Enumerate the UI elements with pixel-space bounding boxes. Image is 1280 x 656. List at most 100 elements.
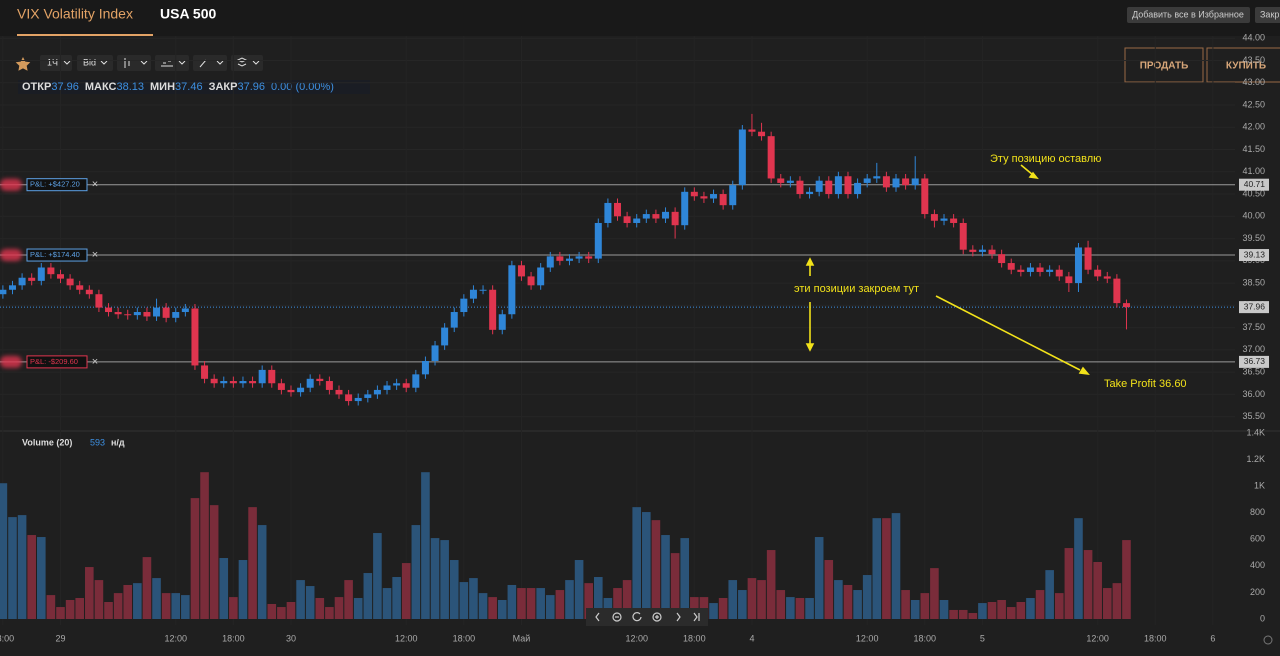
sell-button[interactable] [1124, 47, 1204, 83]
price-marker-label: 39.13 [1244, 249, 1266, 259]
candle-body [1084, 247, 1092, 270]
candle-body [633, 218, 641, 223]
volume-bar [1045, 570, 1054, 619]
interval-button[interactable] [40, 55, 72, 71]
volume-bar [958, 609, 968, 619]
volume-bar [440, 540, 449, 619]
candle-body [76, 285, 84, 290]
sell-label: ПРОДАТЬ [1140, 61, 1189, 72]
indicators-button[interactable] [155, 55, 189, 71]
volume-bar [795, 598, 805, 619]
candle-body [345, 394, 353, 402]
candle-body [1026, 267, 1034, 272]
volume-bar [555, 590, 565, 619]
candle-body [758, 131, 766, 137]
star-icon[interactable] [15, 57, 31, 71]
x-tick-label: Май [513, 633, 531, 643]
volume-bar [277, 607, 286, 619]
volume-bar [478, 593, 488, 619]
volume-bar [517, 588, 526, 619]
volume-bar [872, 518, 882, 619]
candle-body [421, 360, 429, 375]
candle-body [815, 180, 823, 192]
volume-bar [1083, 550, 1093, 619]
buy-button[interactable] [1206, 47, 1280, 83]
candle-body [373, 389, 381, 395]
candle-body [297, 387, 305, 393]
volume-bar [305, 586, 315, 619]
draw-button[interactable] [193, 55, 227, 71]
candle-body [825, 180, 833, 195]
volume-bar [613, 588, 622, 619]
volume-bar [75, 598, 85, 619]
candle-body [671, 211, 679, 226]
y-tick-label: 38.50 [1242, 277, 1265, 287]
volume-bar [574, 560, 584, 619]
close-position[interactable]: × [92, 356, 98, 368]
volume-bar [113, 593, 123, 619]
volume-bar [593, 577, 603, 619]
volume-bar [843, 584, 853, 619]
volume-bar [824, 560, 834, 619]
candle-body [1065, 276, 1073, 284]
volume-bar [651, 520, 661, 619]
x-tick-label: 29 [55, 633, 65, 643]
chart-type-button[interactable] [117, 55, 151, 71]
volume-bar [545, 595, 555, 619]
volume-bar [507, 584, 517, 619]
price-marker [1239, 178, 1269, 191]
layers-button[interactable] [231, 55, 263, 71]
ohlc-label: МИН [150, 81, 175, 93]
candle-body [748, 129, 756, 132]
volume-bar [1064, 548, 1074, 619]
volume-bar [853, 590, 862, 619]
close-position[interactable]: × [92, 179, 98, 191]
x-tick-label: 18:00 [0, 633, 14, 643]
volume-bar [200, 472, 209, 619]
settings-icon[interactable] [1263, 635, 1273, 645]
pnl-label: P&L: -$209.60 [30, 357, 78, 366]
volume-current: 593 [90, 437, 105, 447]
y-tick-label: 41.50 [1242, 144, 1265, 154]
tab-active[interactable]: VIX Volatility Index [17, 6, 133, 22]
candle-body [517, 265, 525, 277]
volume-bar [56, 607, 65, 619]
favorites-button[interactable] [1127, 7, 1250, 23]
tab[interactable]: USA 500 [160, 6, 217, 22]
volume-bar [142, 557, 152, 619]
price-type: Bid [83, 57, 96, 67]
candle-body [652, 214, 660, 219]
x-tick-label: 18:00 [683, 633, 706, 643]
volume-bar [325, 607, 334, 619]
ohlc-value: 37.46 [175, 81, 203, 93]
candle-body [1007, 263, 1015, 270]
volume-bar [497, 600, 507, 619]
ohlc-label: ЗАКР [209, 81, 238, 93]
candle-body [47, 267, 55, 275]
candle-body [594, 222, 602, 259]
candle-body [239, 381, 247, 384]
price-type-button[interactable] [77, 55, 113, 71]
volume-bar [133, 583, 142, 619]
pnl-box [26, 248, 88, 262]
volume-bar [776, 590, 786, 619]
candle-body [604, 202, 612, 223]
y-tick-label: 36.00 [1242, 389, 1265, 399]
pnl-label: P&L: +$174.40 [30, 250, 80, 259]
close-position[interactable]: × [92, 249, 98, 261]
candle-body [450, 312, 458, 328]
volume-bar [805, 598, 814, 619]
candle-body [556, 256, 564, 261]
volume-bar [94, 580, 104, 619]
volume-bar [728, 580, 738, 619]
nav-buttons[interactable] [586, 608, 708, 626]
x-tick-label: 18:00 [1144, 633, 1167, 643]
close-button[interactable] [1255, 7, 1280, 23]
candle-body [662, 211, 670, 219]
volume-bar [901, 590, 910, 619]
volume-bar [17, 515, 27, 619]
candle-body [969, 249, 977, 252]
position-glow [0, 355, 22, 368]
volume-bar [536, 588, 545, 619]
